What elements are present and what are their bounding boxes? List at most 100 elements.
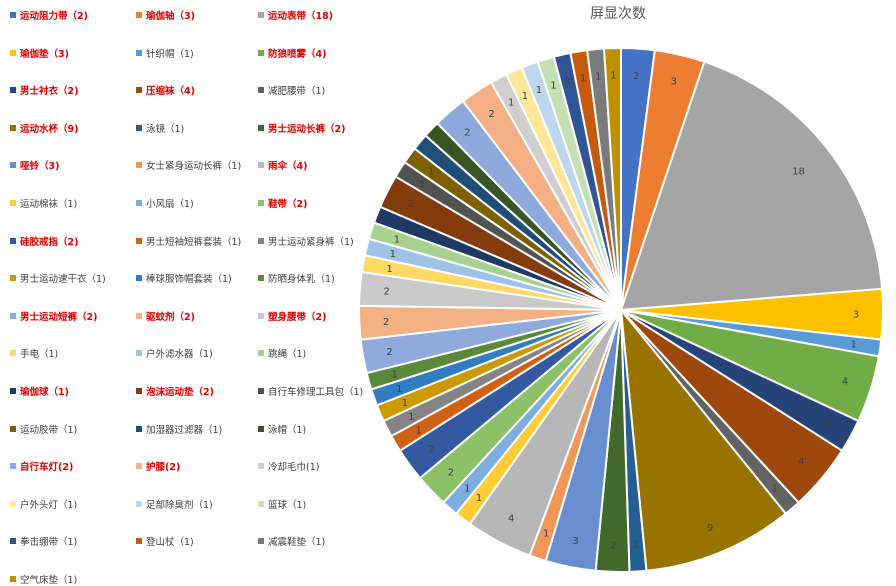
legend-item: 防晒身体乳（1) (258, 271, 335, 285)
slice-value-label: 2 (383, 286, 389, 297)
slice-value-label: 2 (383, 317, 389, 328)
slice-value-label: 1 (543, 528, 549, 539)
legend-item: 户外滤水器（1) (136, 346, 213, 360)
legend-swatch (10, 538, 16, 545)
legend-item: 鞋带（2) (258, 196, 307, 210)
legend-item: 加湿器过滤器（1) (136, 422, 222, 436)
legend-item: 运动表带（18) (258, 8, 333, 22)
legend-label: 减震鞋垫（1) (268, 537, 326, 549)
slice-value-label: 1 (580, 73, 586, 84)
legend-swatch (258, 12, 264, 18)
slice-value-label: 9 (707, 523, 713, 534)
legend-label: 运动表带（18) (268, 11, 334, 22)
legend-label: 男士衬衣（2) (20, 86, 79, 98)
legend-swatch (258, 124, 264, 131)
legend-item: 减震鞋垫（1) (258, 534, 325, 548)
legend-swatch (10, 312, 16, 319)
slice-value-label: 2 (488, 109, 494, 120)
legend-item: 哑铃（3) (10, 158, 59, 172)
slice-value-label: 1 (448, 143, 454, 154)
legend-item: 男士运动短裤（2) (10, 309, 97, 323)
legend-item: 运动胶带（1) (10, 422, 77, 436)
legend-item: 运动阻力带（2) (10, 8, 88, 22)
legend-label: 自行车灯(2) (20, 462, 74, 474)
legend-swatch (258, 312, 264, 319)
legend-label: 登山杖（1) (146, 537, 194, 549)
legend-swatch (258, 162, 264, 169)
legend-label: 防晒身体乳（1) (268, 274, 335, 286)
legend-item: 男士短袖短裤套装（1) (136, 234, 241, 248)
legend-swatch (136, 425, 142, 432)
slice-value-label: 1 (415, 425, 421, 436)
slice-value-label: 2 (408, 199, 414, 210)
legend-label: 空气床垫（1) (20, 575, 78, 586)
legend-item: 男士运动速干衣（1) (10, 271, 106, 285)
slice-value-label: 3 (853, 309, 859, 320)
legend-label: 男士运动紧身裤（1) (268, 236, 354, 248)
legend-swatch (136, 312, 142, 319)
slice-value-label: 4 (508, 513, 514, 524)
legend-item: 男士运动长裤（2) (258, 121, 345, 135)
slice-value-label: 1 (419, 179, 425, 190)
legend-swatch (10, 162, 16, 169)
legend-swatch (10, 576, 16, 582)
legend-item: 驱蚊剂（2) (136, 309, 195, 323)
legend-swatch (10, 87, 16, 94)
legend-item: 泳镜（1) (136, 121, 184, 135)
legend-item: 护膝(2) (136, 459, 180, 473)
slice-value-label: 1 (536, 85, 542, 96)
legend-label: 户外滤水器（1) (146, 349, 213, 361)
legend-swatch (136, 275, 142, 282)
slice-value-label: 2 (448, 468, 454, 479)
legend-label: 鞋带（2) (268, 199, 308, 210)
legend-item: 棒球服饰帽套装（1) (136, 271, 232, 285)
legend-item: 瑜伽垫（3) (10, 46, 69, 60)
slice-value-label: 2 (633, 71, 639, 82)
legend-item: 户外头灯（1) (10, 497, 77, 511)
slice-value-label: 1 (550, 80, 556, 91)
pie-slice (619, 60, 884, 312)
legend-swatch (258, 463, 264, 470)
slice-value-label: 1 (428, 167, 434, 178)
legend-label: 运动棉袜（1) (20, 199, 78, 210)
chart-legend: 运动阻力带（2) 瑜伽轴（3) 运动表带（18) 瑜伽垫（3) 针织帽（1) 防狼喷雾（4… (0, 0, 372, 586)
pie-slice (602, 46, 622, 311)
slice-value-label: 1 (508, 98, 514, 109)
legend-label: 针织帽（1) (146, 48, 194, 60)
slice-value-label: 1 (772, 483, 778, 494)
slice-value-label: 1 (633, 540, 639, 551)
legend-label: 防狼喷雾（4) (268, 48, 327, 60)
slice-value-label: 1 (610, 70, 616, 81)
slice-value-label: 2 (610, 541, 616, 552)
legend-label: 男士短袖短裤套装（1) (146, 236, 242, 248)
legend-swatch (258, 350, 264, 357)
slice-value-label: 1 (396, 384, 402, 395)
legend-item: 泡沫运动垫（2) (136, 384, 214, 398)
legend-swatch (136, 12, 142, 18)
legend-label: 棒球服饰帽套装（1) (146, 274, 232, 286)
slice-value-label: 2 (464, 128, 470, 139)
legend-item: 自行车灯(2) (10, 459, 73, 473)
legend-item: 登山杖（1) (136, 534, 194, 548)
legend-swatch (10, 200, 16, 206)
legend-item: 塑身腰带（2) (258, 309, 326, 323)
legend-swatch (258, 49, 264, 56)
legend-item: 冷却毛巾(1) (258, 459, 319, 473)
legend-label: 足部除臭剂（1) (146, 499, 213, 511)
legend-swatch (136, 463, 142, 470)
slice-value-label: 1 (476, 493, 482, 504)
legend-label: 男士运动短裤（2) (20, 311, 98, 323)
legend-swatch (136, 87, 142, 94)
legend-label: 泳镜（1) (146, 123, 185, 135)
slice-value-label: 1 (399, 220, 405, 231)
legend-swatch (258, 275, 264, 282)
legend-swatch (258, 500, 264, 507)
legend-label: 雨伞（4) (268, 161, 308, 173)
slice-value-label: 18 (792, 167, 805, 178)
legend-label: 女士紧身运动长裤（1) (146, 161, 242, 173)
legend-item: 跳绳（1) (258, 346, 306, 360)
legend-label: 男士运动长裤（2) (268, 123, 346, 135)
legend-label: 跳绳（1) (268, 349, 307, 361)
legend-label: 男士运动速干衣（1) (20, 274, 106, 286)
